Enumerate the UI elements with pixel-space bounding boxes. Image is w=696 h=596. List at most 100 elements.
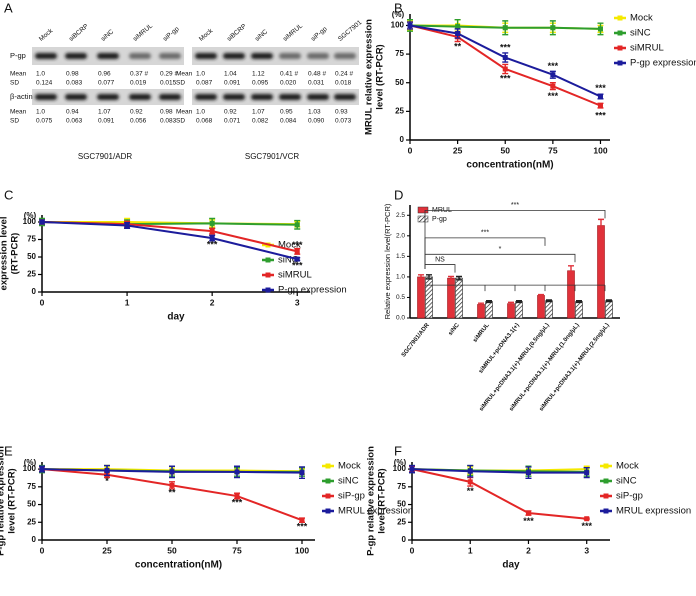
significance-mark: **	[467, 486, 475, 496]
sd-value: 0.071	[224, 118, 241, 125]
lane-label: siBCRP	[68, 23, 90, 43]
blot-band	[279, 94, 301, 100]
mean-value: 1.0	[36, 71, 45, 78]
mean-value: 1.07	[98, 109, 111, 116]
blot-band	[97, 53, 119, 59]
bar	[477, 304, 485, 319]
blot-band	[279, 53, 301, 59]
blot-band	[65, 53, 87, 59]
bar	[545, 300, 553, 319]
x-tick-label: 2	[526, 545, 531, 555]
legend-swatch	[617, 15, 623, 21]
x-tick-label: 1	[468, 545, 473, 555]
y-axis-label: P-gp relative expression	[0, 446, 7, 556]
data-point	[294, 248, 300, 254]
data-point	[467, 468, 473, 474]
legend-swatch	[603, 478, 609, 484]
sd-value: 0.095	[252, 80, 269, 87]
mean-value: 1.03	[308, 109, 321, 116]
data-point	[409, 466, 415, 472]
y-tick-label: 0.5	[396, 294, 405, 301]
y-axis-label: P-gp relative expression	[366, 446, 377, 556]
blot-band	[159, 53, 181, 59]
sd-value: 0.124	[36, 80, 53, 87]
data-point	[467, 479, 473, 485]
x-axis-label: day	[502, 560, 520, 571]
significance-mark: ***	[595, 83, 606, 93]
x-axis-label: concentration(nM)	[135, 560, 222, 571]
x-tick-label: 100	[295, 545, 309, 555]
y-tick-label: 50	[395, 78, 404, 87]
lane-label: siBCRP	[226, 23, 248, 43]
lane-label: Mock	[198, 27, 215, 43]
legend-label: siNC	[616, 476, 637, 487]
legend-swatch	[617, 45, 623, 51]
unit-label: (%)	[24, 211, 37, 220]
legend-label: Mock	[338, 461, 361, 472]
mean-value: 0.92	[130, 109, 143, 116]
legend-swatch	[265, 272, 271, 278]
sd-value: 0.015	[160, 80, 177, 87]
bar	[515, 301, 523, 319]
legend-swatch	[617, 60, 623, 66]
blot-band	[251, 53, 273, 59]
significance-mark: ***	[581, 521, 592, 531]
sd-value: 0.083	[66, 80, 83, 87]
data-point	[550, 83, 556, 89]
data-point	[299, 517, 305, 523]
row-label: P-gp	[10, 51, 26, 60]
error-bar	[598, 218, 604, 233]
lane-label: siP-gp	[310, 25, 329, 42]
error-bar	[456, 275, 462, 281]
sd-value: 0.063	[66, 118, 83, 125]
blot-band	[97, 94, 119, 100]
significance-mark: ***	[207, 239, 218, 249]
y-tick-label: 0	[402, 535, 407, 544]
blot-strip	[192, 89, 359, 105]
error-bar	[538, 293, 544, 297]
x-tick-label: 1	[125, 297, 130, 307]
significance-mark: ***	[548, 91, 559, 101]
sd-value: 0.073	[335, 118, 352, 125]
data-point	[407, 22, 413, 28]
data-point	[550, 72, 556, 78]
error-bar	[426, 274, 432, 280]
legend-swatch	[603, 493, 609, 499]
sd-value: 0.091	[224, 80, 241, 87]
mean-value: 1.12	[252, 71, 265, 78]
blot-band	[334, 53, 356, 59]
unit-label: (%)	[24, 458, 37, 467]
row-label: SD	[176, 80, 185, 87]
y-tick-label: 0	[32, 287, 37, 296]
row-label: SD	[10, 118, 19, 125]
error-bar	[568, 265, 574, 277]
legend-swatch	[325, 508, 331, 514]
y-axis-label: (RT-PCR)	[10, 233, 21, 275]
y-tick-label: 50	[397, 500, 406, 509]
significance-mark: ***	[481, 230, 489, 237]
significance-mark: ***	[500, 74, 511, 84]
bracket	[424, 264, 456, 273]
legend-swatch	[265, 287, 271, 293]
sd-value: 0.018	[335, 80, 352, 87]
blot-band	[223, 94, 245, 100]
data-point	[584, 516, 590, 522]
y-axis-label: level (RT-PCR)	[377, 468, 388, 533]
lane-label: siNC	[254, 28, 270, 43]
legend-swatch	[417, 215, 429, 223]
bar	[447, 277, 455, 319]
y-tick-label: 100	[23, 464, 37, 473]
y-tick-label: 75	[397, 482, 406, 491]
significance-mark: *	[105, 476, 109, 486]
significance-mark: **	[454, 42, 462, 52]
y-tick-label: 1.0	[396, 274, 405, 281]
legend-label: siNC	[278, 255, 299, 266]
significance-mark: ***	[292, 260, 303, 270]
data-point	[525, 470, 531, 476]
panel-letter: E	[4, 443, 13, 458]
bracket	[424, 209, 606, 269]
bar	[507, 303, 515, 319]
y-tick-label: 75	[395, 49, 404, 58]
blot-band	[129, 53, 151, 59]
error-bar	[516, 300, 522, 304]
